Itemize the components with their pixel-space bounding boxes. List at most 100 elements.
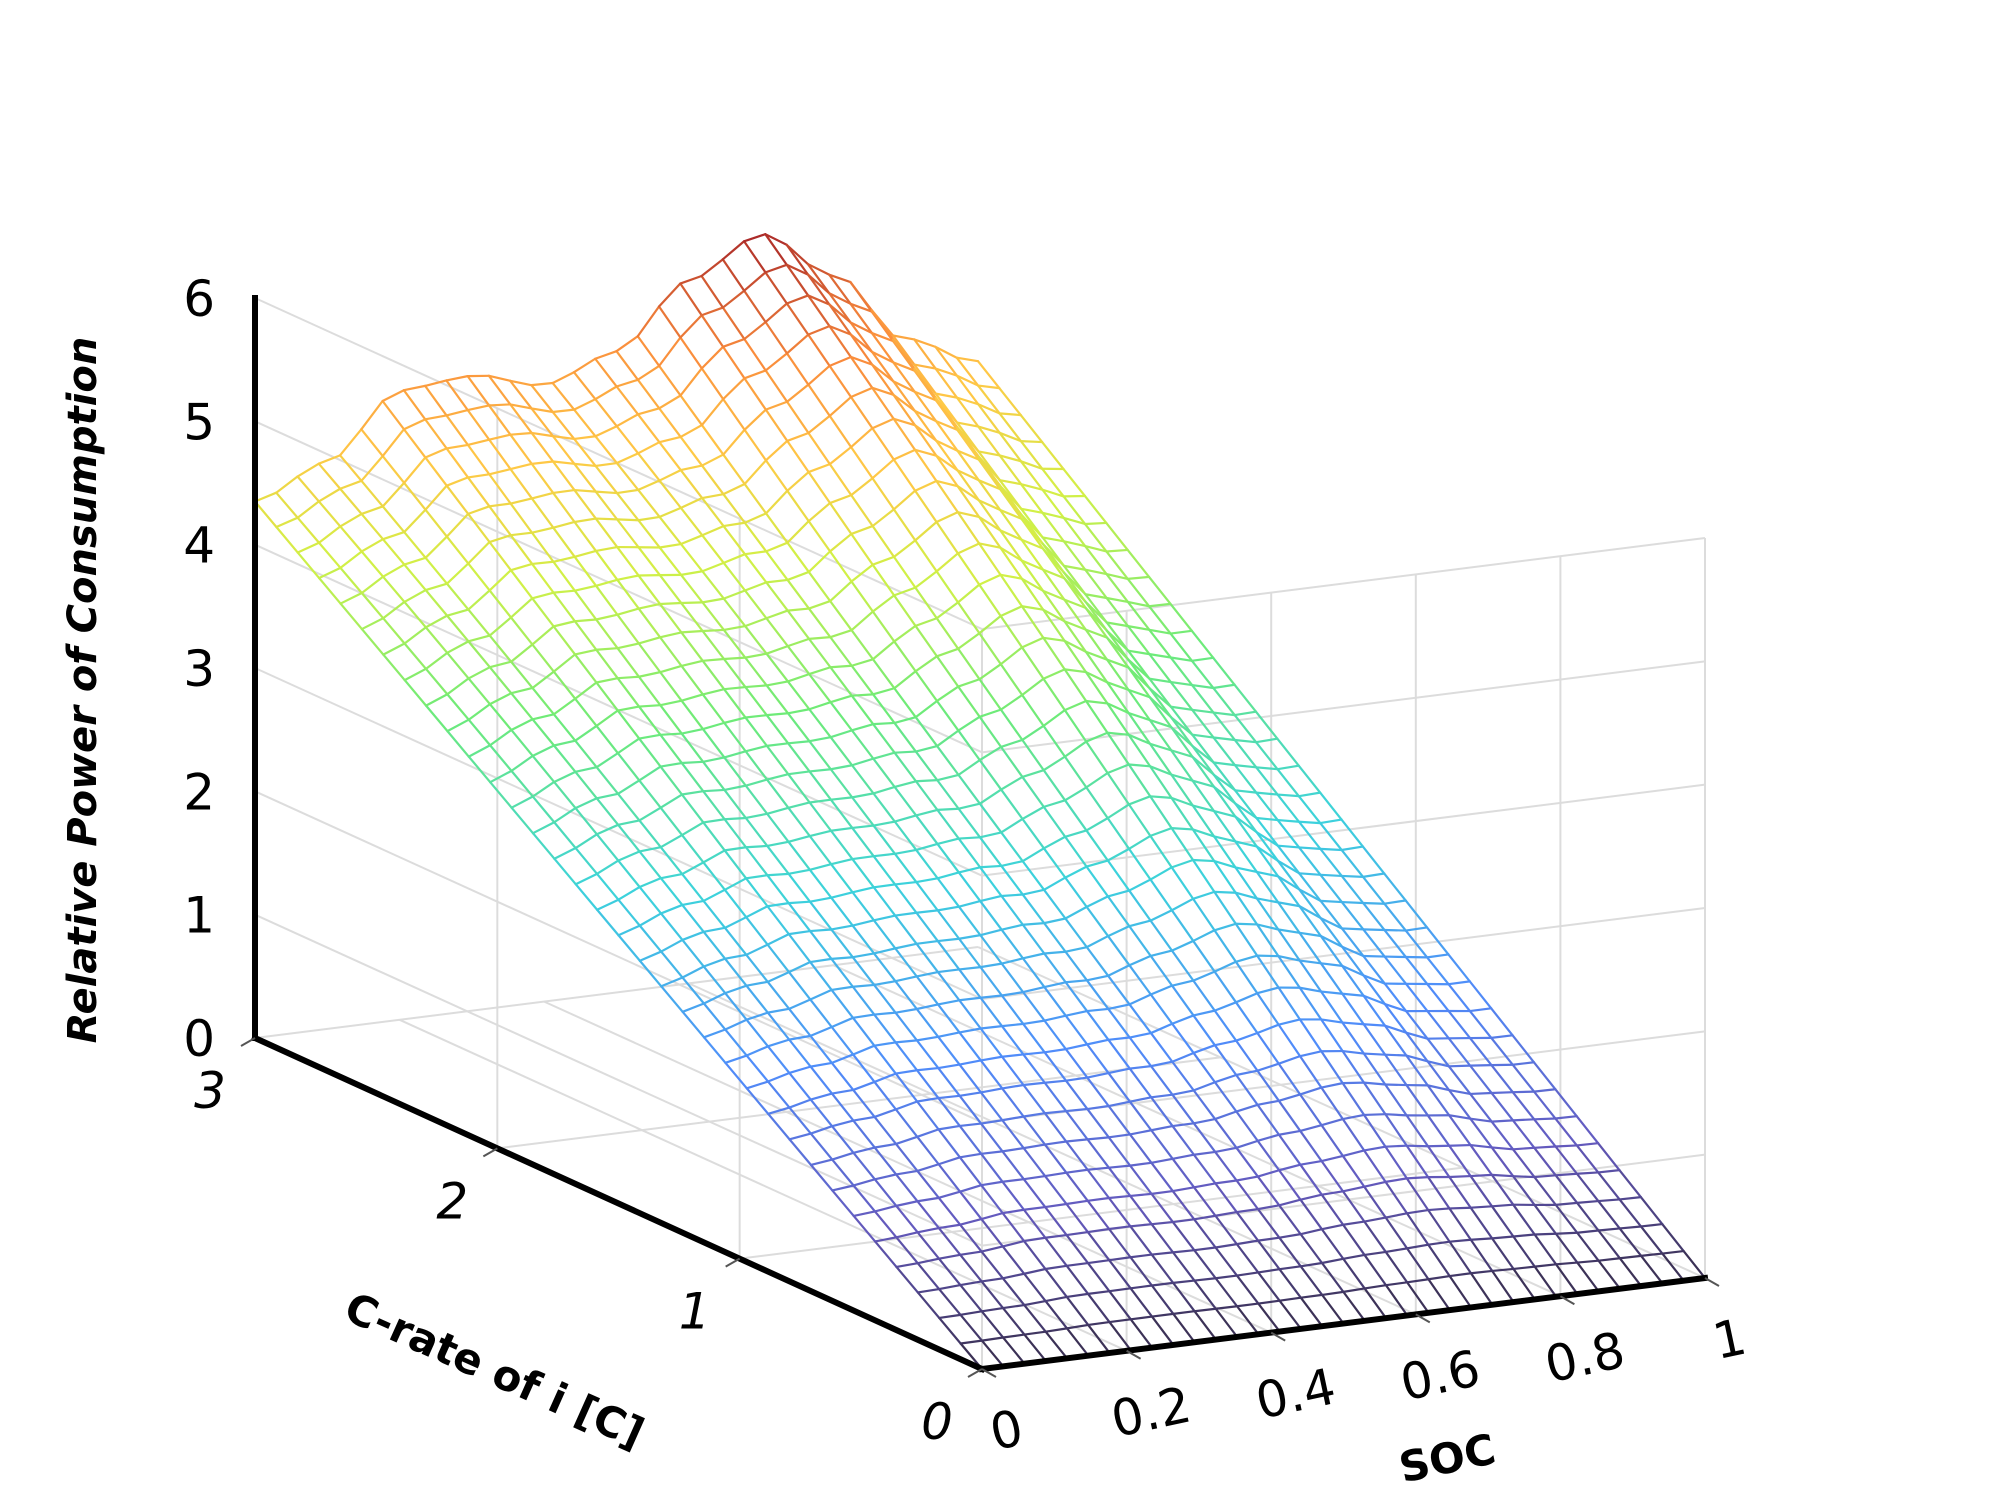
mesh-segment: [594, 490, 619, 521]
mesh-segment: [1361, 845, 1386, 875]
mesh-segment: [1342, 1290, 1366, 1322]
mesh-segment: [785, 400, 810, 435]
mesh-segment: [1340, 848, 1365, 878]
mesh-segment: [872, 855, 897, 886]
mesh-segment: [979, 1122, 1004, 1153]
mesh-segment: [916, 1257, 941, 1265]
mesh-segment: [424, 535, 448, 559]
mesh-segment: [381, 389, 405, 403]
mesh-segment: [1298, 986, 1323, 1021]
mesh-segment: [1021, 952, 1046, 960]
mesh-segment: [1150, 1093, 1174, 1099]
mesh-segment: [681, 861, 705, 876]
mesh-segment: [1127, 658, 1151, 680]
mesh-segment: [1448, 1114, 1472, 1120]
mesh-segment: [978, 542, 1002, 576]
mesh-segment: [722, 482, 746, 496]
mesh-segment: [959, 1217, 983, 1226]
mesh-segment: [808, 673, 832, 704]
mesh-segment: [786, 439, 810, 474]
mesh-segment: [998, 412, 1022, 443]
mesh-segment: [787, 742, 811, 773]
mesh-segment: [659, 903, 684, 915]
mesh-segment: [638, 737, 662, 768]
mesh-segment: [701, 693, 726, 724]
mesh-segment: [339, 479, 363, 490]
mesh-segment: [616, 677, 641, 708]
mesh-segment: [1276, 793, 1300, 798]
mesh-segment: [402, 389, 427, 421]
mesh-segment: [935, 454, 959, 472]
mesh-segment: [809, 1158, 834, 1166]
mesh-segment: [978, 715, 1003, 749]
mesh-segment: [381, 505, 406, 534]
mesh-segment: [1000, 957, 1025, 965]
mesh-segment: [467, 562, 491, 592]
mesh-segment: [957, 715, 981, 732]
mesh-segment: [1277, 1023, 1302, 1058]
mesh-segment: [658, 407, 682, 439]
mesh-segment: [1255, 845, 1280, 862]
mesh-segment: [1022, 991, 1046, 1022]
mesh-segment: [573, 488, 597, 493]
mesh-segment: [1148, 628, 1172, 635]
mesh-segment: [980, 1339, 1005, 1368]
mesh-segment: [574, 846, 599, 875]
mesh-segment: [1063, 620, 1087, 653]
mesh-segment: [1171, 1124, 1196, 1156]
mesh-segment: [1639, 1254, 1664, 1285]
mesh-segment: [1299, 1228, 1323, 1236]
mesh-segment: [807, 470, 832, 505]
mesh-segment: [1107, 1164, 1132, 1169]
mesh-segment: [1062, 564, 1087, 571]
mesh-segment: [1448, 1240, 1473, 1275]
mesh-segment: [958, 996, 982, 1002]
mesh-segment: [979, 934, 1003, 965]
mesh-segment: [1277, 1062, 1302, 1096]
mesh-segment: [467, 608, 491, 637]
mesh-segment: [1129, 1194, 1153, 1226]
mesh-segment: [1490, 1119, 1515, 1123]
mesh-segment: [936, 909, 961, 940]
mesh-segment: [616, 709, 641, 740]
mesh-segment: [1129, 1253, 1153, 1259]
mesh-segment: [660, 950, 684, 979]
mesh-segment: [382, 617, 406, 645]
mesh-segment: [850, 524, 874, 536]
mesh-segment: [1107, 1196, 1132, 1228]
mesh-segment: [1043, 985, 1067, 1017]
x-tick-label: 0.2: [1106, 1376, 1196, 1449]
mesh-segment: [1233, 789, 1258, 820]
mesh-segment: [424, 704, 449, 733]
mesh-segment: [893, 721, 917, 753]
mesh-segment: [743, 289, 767, 324]
mesh-segment: [935, 570, 960, 604]
mesh-segment: [744, 750, 769, 781]
mesh-segment: [979, 1119, 1004, 1125]
mesh-segment: [1319, 962, 1344, 967]
mesh-segment: [551, 435, 576, 441]
mesh-segment: [1277, 901, 1301, 908]
mesh-segment: [764, 439, 789, 462]
mesh-segment: [1043, 922, 1067, 953]
mesh-segment: [659, 833, 684, 849]
mesh-segment: [873, 1210, 898, 1239]
mesh-segment: [1425, 926, 1450, 956]
mesh-segment: [424, 508, 448, 538]
mesh-segment: [1149, 909, 1173, 922]
mesh-segment: [916, 1226, 940, 1234]
mesh-segment: [935, 454, 959, 488]
mesh-segment: [913, 448, 938, 483]
mesh-segment: [1255, 845, 1280, 878]
mesh-segment: [851, 857, 875, 889]
mesh-segment: [892, 489, 917, 511]
mesh-segment: [296, 551, 321, 580]
mesh-segment: [808, 736, 832, 743]
mesh-segment: [1148, 628, 1172, 659]
mesh-segment: [871, 417, 895, 430]
mesh-segment: [958, 999, 982, 1030]
mesh-segment: [871, 687, 896, 696]
mesh-segment: [1490, 1036, 1514, 1066]
mesh-segment: [809, 1125, 834, 1135]
mesh-segment: [1256, 1169, 1281, 1178]
